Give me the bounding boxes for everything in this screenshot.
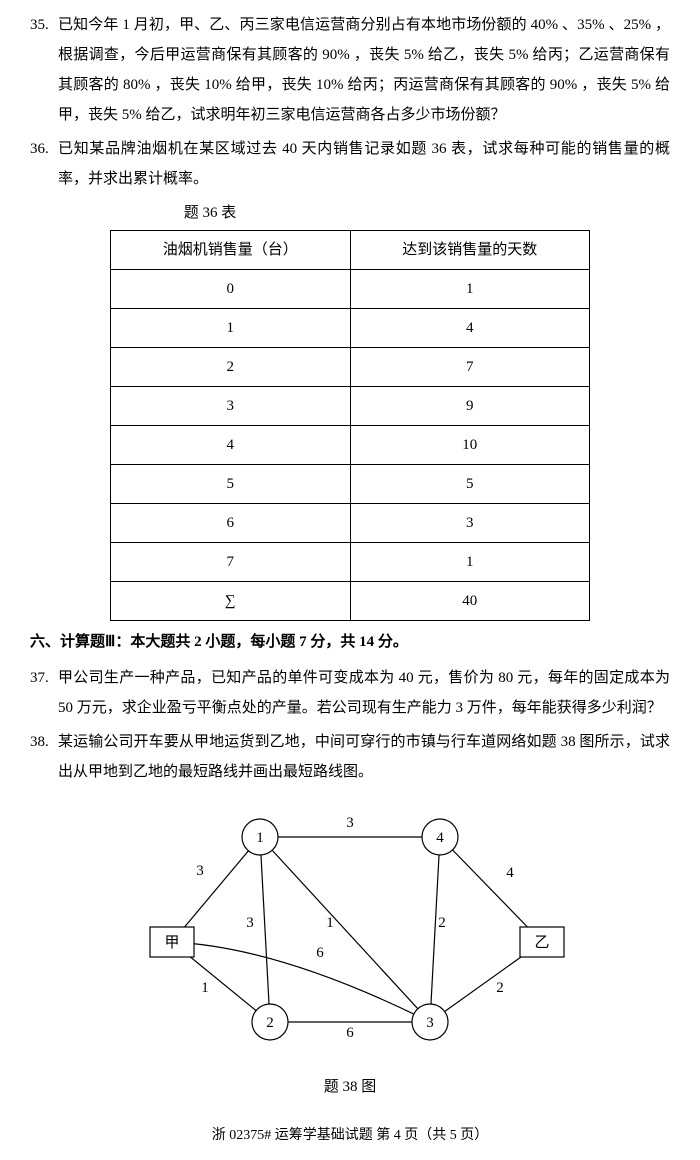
- diagram-38: 343312616214甲乙23 题 38 图: [30, 797, 670, 1102]
- edge-label: 1: [326, 915, 334, 931]
- table-cell: 1: [350, 543, 590, 582]
- edge-label: 2: [496, 980, 504, 996]
- table-row: 410: [111, 426, 590, 465]
- node-label: 乙: [534, 935, 549, 951]
- edge-label: 2: [438, 915, 446, 931]
- qnum-36: 36.: [30, 134, 58, 194]
- table-cell: 5: [111, 465, 351, 504]
- table-cell: 7: [111, 543, 351, 582]
- table-cell: 3: [111, 387, 351, 426]
- qtext-36: 已知某品牌油烟机在某区域过去 40 天内销售记录如题 36 表，试求每种可能的销…: [58, 134, 670, 194]
- table-36: 油烟机销售量（台） 达到该销售量的天数 01142739410556371∑40: [110, 230, 590, 621]
- diagram-38-caption: 题 38 图: [30, 1072, 670, 1102]
- graph-edge: [440, 837, 542, 942]
- qnum-35: 35.: [30, 10, 58, 130]
- table-row: 14: [111, 309, 590, 348]
- table-cell: 9: [350, 387, 590, 426]
- table-cell: 3: [350, 504, 590, 543]
- graph-edge: [172, 942, 430, 1022]
- question-37: 37. 甲公司生产一种产品，已知产品的单件可变成本为 40 元，售价为 80 元…: [30, 663, 670, 723]
- table-row: 63: [111, 504, 590, 543]
- th-col1: 油烟机销售量（台）: [111, 231, 351, 270]
- table-row: 71: [111, 543, 590, 582]
- table-row: 01: [111, 270, 590, 309]
- table-cell: 0: [111, 270, 351, 309]
- node-label: 3: [426, 1015, 434, 1031]
- graph-edge: [260, 837, 430, 1022]
- edge-label: 6: [316, 945, 324, 961]
- edge-label: 1: [201, 980, 209, 996]
- table36-caption: 题 36 表: [0, 198, 670, 228]
- node-label: 1: [256, 830, 264, 846]
- graph-svg: 343312616214甲乙23: [100, 797, 600, 1057]
- edge-label: 6: [346, 1025, 354, 1041]
- table-cell: 40: [350, 582, 590, 621]
- page-footer: 浙 02375# 运筹学基础试题 第 4 页（共 5 页）: [30, 1122, 670, 1150]
- qtext-38: 某运输公司开车要从甲地运货到乙地，中间可穿行的市镇与行车道网络如题 38 图所示…: [58, 727, 670, 787]
- table-cell: 4: [350, 309, 590, 348]
- graph-edge: [260, 837, 270, 1022]
- edge-label: 4: [506, 865, 514, 881]
- table-cell: 1: [350, 270, 590, 309]
- edge-label: 3: [246, 915, 254, 931]
- qnum-37: 37.: [30, 663, 58, 723]
- th-col2: 达到该销售量的天数: [350, 231, 590, 270]
- qtext-35: 已知今年 1 月初，甲、乙、丙三家电信运营商分别占有本地市场份额的 40% 、3…: [58, 10, 670, 130]
- qnum-38: 38.: [30, 727, 58, 787]
- edge-label: 3: [346, 815, 354, 831]
- table-header-row: 油烟机销售量（台） 达到该销售量的天数: [111, 231, 590, 270]
- table-row: ∑40: [111, 582, 590, 621]
- table-cell: 2: [111, 348, 351, 387]
- table-row: 27: [111, 348, 590, 387]
- node-label: 甲: [164, 935, 179, 951]
- table-row: 39: [111, 387, 590, 426]
- section-6-header: 六、计算题Ⅲ：本大题共 2 小题，每小题 7 分，共 14 分。: [30, 627, 670, 657]
- edge-label: 3: [196, 863, 204, 879]
- table-cell: 7: [350, 348, 590, 387]
- qtext-37: 甲公司生产一种产品，已知产品的单件可变成本为 40 元，售价为 80 元，每年的…: [58, 663, 670, 723]
- table-row: 55: [111, 465, 590, 504]
- table-cell: ∑: [111, 582, 351, 621]
- question-35: 35. 已知今年 1 月初，甲、乙、丙三家电信运营商分别占有本地市场份额的 40…: [30, 10, 670, 130]
- table-cell: 4: [111, 426, 351, 465]
- node-label: 2: [266, 1015, 274, 1031]
- table-cell: 5: [350, 465, 590, 504]
- table-cell: 6: [111, 504, 351, 543]
- table-cell: 1: [111, 309, 351, 348]
- node-label: 4: [436, 830, 444, 846]
- table-cell: 10: [350, 426, 590, 465]
- question-36: 36. 已知某品牌油烟机在某区域过去 40 天内销售记录如题 36 表，试求每种…: [30, 134, 670, 194]
- question-38: 38. 某运输公司开车要从甲地运货到乙地，中间可穿行的市镇与行车道网络如题 38…: [30, 727, 670, 787]
